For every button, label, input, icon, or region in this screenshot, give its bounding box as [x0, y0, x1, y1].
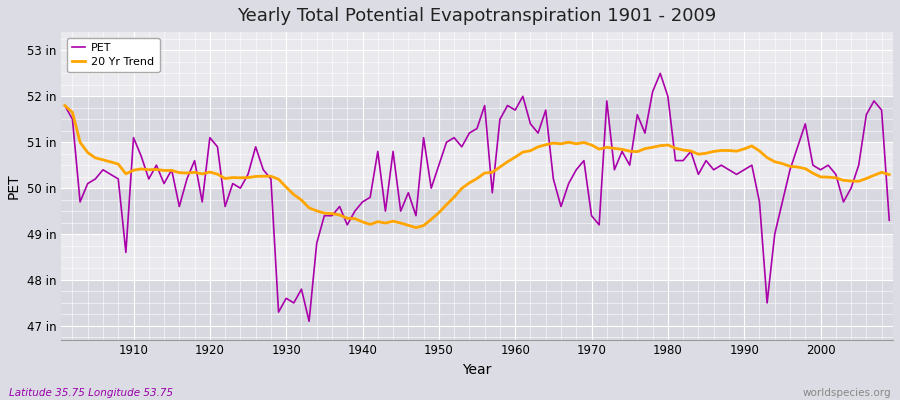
20 Yr Trend: [288, 192, 299, 197]
Bar: [61, 50, 893, 96]
Line: PET: PET: [65, 73, 889, 321]
Bar: [61, 326, 893, 340]
Bar: [61, 234, 893, 280]
Bar: [61, 32, 893, 50]
Bar: [61, 280, 893, 326]
PET: [884, 218, 895, 223]
PET: [303, 319, 314, 324]
20 Yr Trend: [884, 172, 895, 177]
20 Yr Trend: [121, 172, 131, 176]
Bar: [61, 142, 893, 188]
PET: [59, 103, 70, 108]
PET: [288, 300, 299, 305]
PET: [518, 94, 528, 99]
20 Yr Trend: [609, 146, 620, 151]
PET: [509, 108, 520, 112]
PET: [655, 71, 666, 76]
Legend: PET, 20 Yr Trend: PET, 20 Yr Trend: [67, 38, 159, 72]
20 Yr Trend: [334, 212, 345, 217]
Text: Latitude 35.75 Longitude 53.75: Latitude 35.75 Longitude 53.75: [9, 388, 173, 398]
Line: 20 Yr Trend: 20 Yr Trend: [65, 106, 889, 228]
Y-axis label: PET: PET: [7, 173, 21, 199]
20 Yr Trend: [410, 225, 421, 230]
Title: Yearly Total Potential Evapotranspiration 1901 - 2009: Yearly Total Potential Evapotranspiratio…: [238, 7, 716, 25]
Bar: [61, 96, 893, 142]
PET: [609, 167, 620, 172]
20 Yr Trend: [518, 150, 528, 154]
20 Yr Trend: [59, 103, 70, 108]
20 Yr Trend: [509, 155, 520, 160]
Text: worldspecies.org: worldspecies.org: [803, 388, 891, 398]
Bar: [61, 188, 893, 234]
X-axis label: Year: Year: [463, 363, 491, 377]
PET: [342, 222, 353, 227]
PET: [121, 250, 131, 255]
